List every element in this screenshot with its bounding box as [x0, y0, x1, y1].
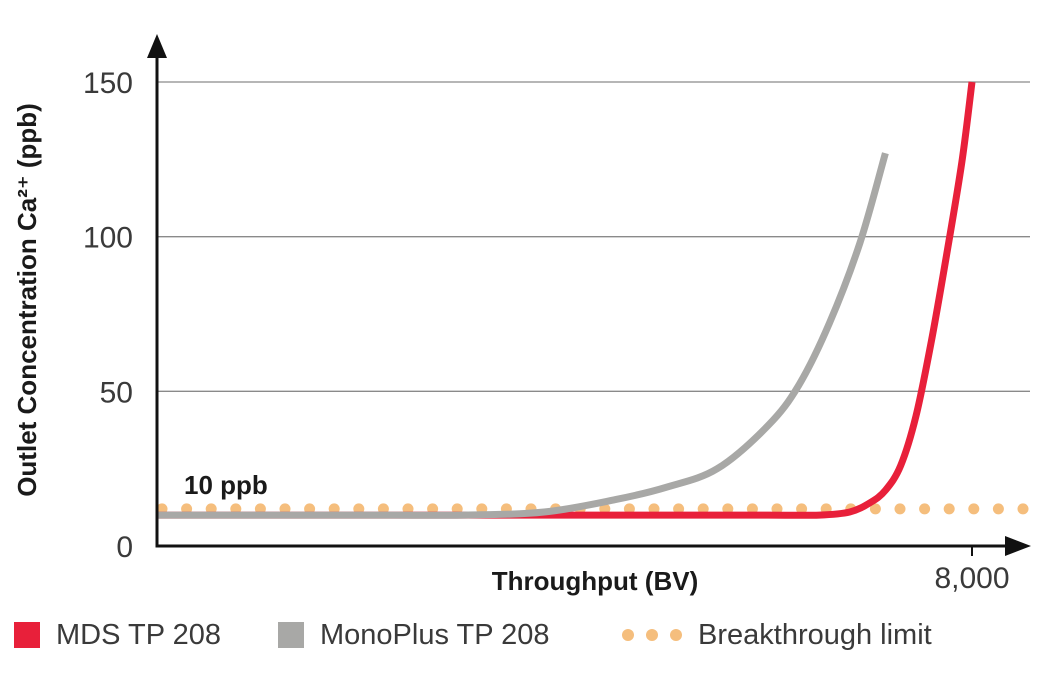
breakthrough-limit-dot-34	[992, 503, 1004, 515]
breakthrough-limit-dot-26	[796, 503, 808, 515]
y-axis-title: Outlet Concentration Ca²⁺ (ppb)	[12, 103, 42, 497]
y-tick-label-150: 150	[83, 67, 133, 100]
limit-annotation: 10 ppb	[184, 470, 268, 500]
x-axis-title: Throughput (BV)	[492, 566, 699, 596]
legend-label-breakthrough: Breakthrough limit	[698, 618, 932, 651]
breakthrough-limit-dot-31	[919, 503, 931, 515]
ticks: 0 50 100 150 8,000	[83, 67, 1010, 595]
breakthrough-limit-dot-35	[1017, 503, 1029, 515]
y-tick-label-0: 0	[116, 531, 133, 564]
chart: 0 50 100 150 8,000 Outlet Concentration Ca²⁺…	[12, 34, 1031, 596]
breakthrough-limit-dot-30	[894, 503, 906, 515]
breakthrough-limit-dot-33	[968, 503, 980, 515]
legend-dots-breakthrough	[622, 629, 682, 641]
legend-swatch-monoplus	[278, 622, 304, 648]
mds-tp-208-line	[157, 81, 976, 519]
legend: MDS TP 208 MonoPlus TP 208 Breakthrough …	[0, 612, 1037, 662]
breakthrough-limit-dot-32	[943, 503, 955, 515]
gridlines	[157, 81, 1030, 392]
y-axis-arrow	[147, 34, 167, 58]
x-axis-arrow	[1005, 536, 1031, 556]
breakthrough-limit-dot-29	[869, 503, 881, 515]
legend-label-monoplus: MonoPlus TP 208	[320, 618, 550, 651]
axes	[147, 34, 1031, 556]
legend-item-monoplus: MonoPlus TP 208	[278, 612, 549, 658]
monoplus-tp-208-line	[157, 152, 889, 519]
y-tick-label-100: 100	[83, 222, 133, 255]
legend-label-mds: MDS TP 208	[56, 618, 221, 651]
x-tick-label-8000: 8,000	[934, 562, 1009, 595]
series-layer	[156, 81, 1029, 519]
legend-item-breakthrough: Breakthrough limit	[622, 612, 932, 658]
y-tick-label-50: 50	[100, 376, 133, 409]
legend-swatch-mds	[14, 622, 40, 648]
legend-item-mds: MDS TP 208	[14, 612, 221, 658]
